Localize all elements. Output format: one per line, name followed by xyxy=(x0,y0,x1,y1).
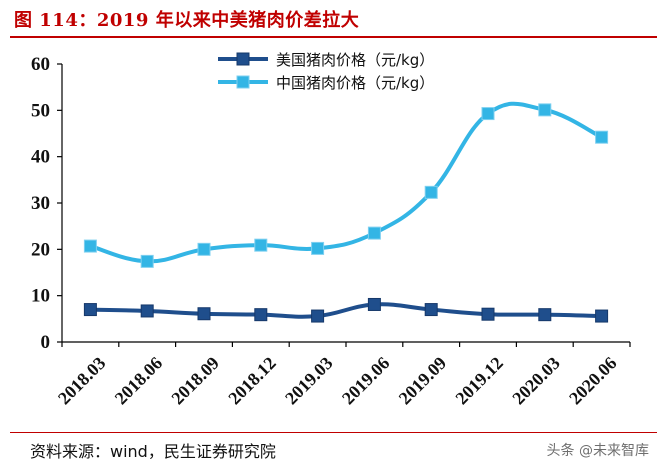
cn-price-line xyxy=(89,101,603,264)
us-point-2019.06 xyxy=(367,297,381,311)
y-tick-label: 30 xyxy=(31,193,50,214)
us-price-line xyxy=(90,302,602,319)
legend-swatch-marker xyxy=(236,52,250,66)
title-rule xyxy=(10,36,657,38)
x-tick-label: 2018.09 xyxy=(168,353,224,409)
cn-point-2020.06 xyxy=(595,130,609,144)
series-lines xyxy=(89,101,603,319)
x-tick-label: 2018.06 xyxy=(111,353,167,409)
us-point-2018.12 xyxy=(254,308,268,322)
cn-point-2019.09 xyxy=(424,185,438,199)
legend-label: 中国猪肉价格（元/kg） xyxy=(276,74,434,92)
source-note: 资料来源：wind，民生证券研究院 xyxy=(30,442,276,461)
y-tick-label: 40 xyxy=(31,147,50,168)
series-markers xyxy=(83,103,609,323)
cn-point-2019.06 xyxy=(367,226,381,240)
y-tick-label: 20 xyxy=(31,239,50,260)
us-point-2019.09 xyxy=(424,303,438,317)
x-tick-label: 2020.06 xyxy=(565,353,621,409)
cn-point-2018.12 xyxy=(254,238,268,252)
figure-title: 图 114：2019 年以来中美猪肉价差拉大 xyxy=(14,10,360,31)
x-tick-label: 2019.12 xyxy=(452,353,508,409)
us-point-2018.03 xyxy=(83,303,97,317)
us-point-2018.09 xyxy=(197,307,211,321)
y-tick-label: 0 xyxy=(41,332,51,353)
us-point-2019.03 xyxy=(311,309,325,323)
us-point-2020.06 xyxy=(595,309,609,323)
x-tick-label: 2018.03 xyxy=(54,353,110,409)
legend: 美国猪肉价格（元/kg） 中国猪肉价格（元/kg） xyxy=(218,51,434,92)
us-point-2019.12 xyxy=(481,307,495,321)
watermark: 头条 @未来智库 xyxy=(546,443,649,459)
x-tick-label: 2019.03 xyxy=(281,353,337,409)
us-point-2018.06 xyxy=(140,304,154,318)
axes xyxy=(57,63,631,347)
cn-point-2018.06 xyxy=(140,254,154,268)
y-tick-label: 50 xyxy=(31,100,50,121)
y-tick-label: 60 xyxy=(31,54,50,75)
x-tick-label: 2020.03 xyxy=(508,353,564,409)
x-tick-label: 2018.12 xyxy=(224,353,280,409)
line-chart: 0 10 20 30 40 50 60 2018.03 2018.06 2018.09 2018.… xyxy=(31,51,631,409)
x-tick-label: 2019.09 xyxy=(395,353,451,409)
cn-point-2018.03 xyxy=(83,239,97,253)
legend-label: 美国猪肉价格（元/kg） xyxy=(276,51,434,69)
footer-rule xyxy=(10,432,657,433)
legend-swatch-marker xyxy=(236,75,250,89)
x-tick-label: 2019.06 xyxy=(338,353,394,409)
y-tick-labels: 0 10 20 30 40 50 60 xyxy=(31,54,50,353)
x-tick-labels: 2018.03 2018.06 2018.09 2018.12 2019.03 2019.… xyxy=(54,353,621,409)
us-point-2020.03 xyxy=(538,308,552,322)
cn-point-2019.03 xyxy=(311,241,325,255)
y-tick-label: 10 xyxy=(31,286,50,307)
cn-point-2018.09 xyxy=(197,242,211,256)
cn-point-2019.12 xyxy=(481,107,495,121)
cn-point-2020.03 xyxy=(538,103,552,117)
